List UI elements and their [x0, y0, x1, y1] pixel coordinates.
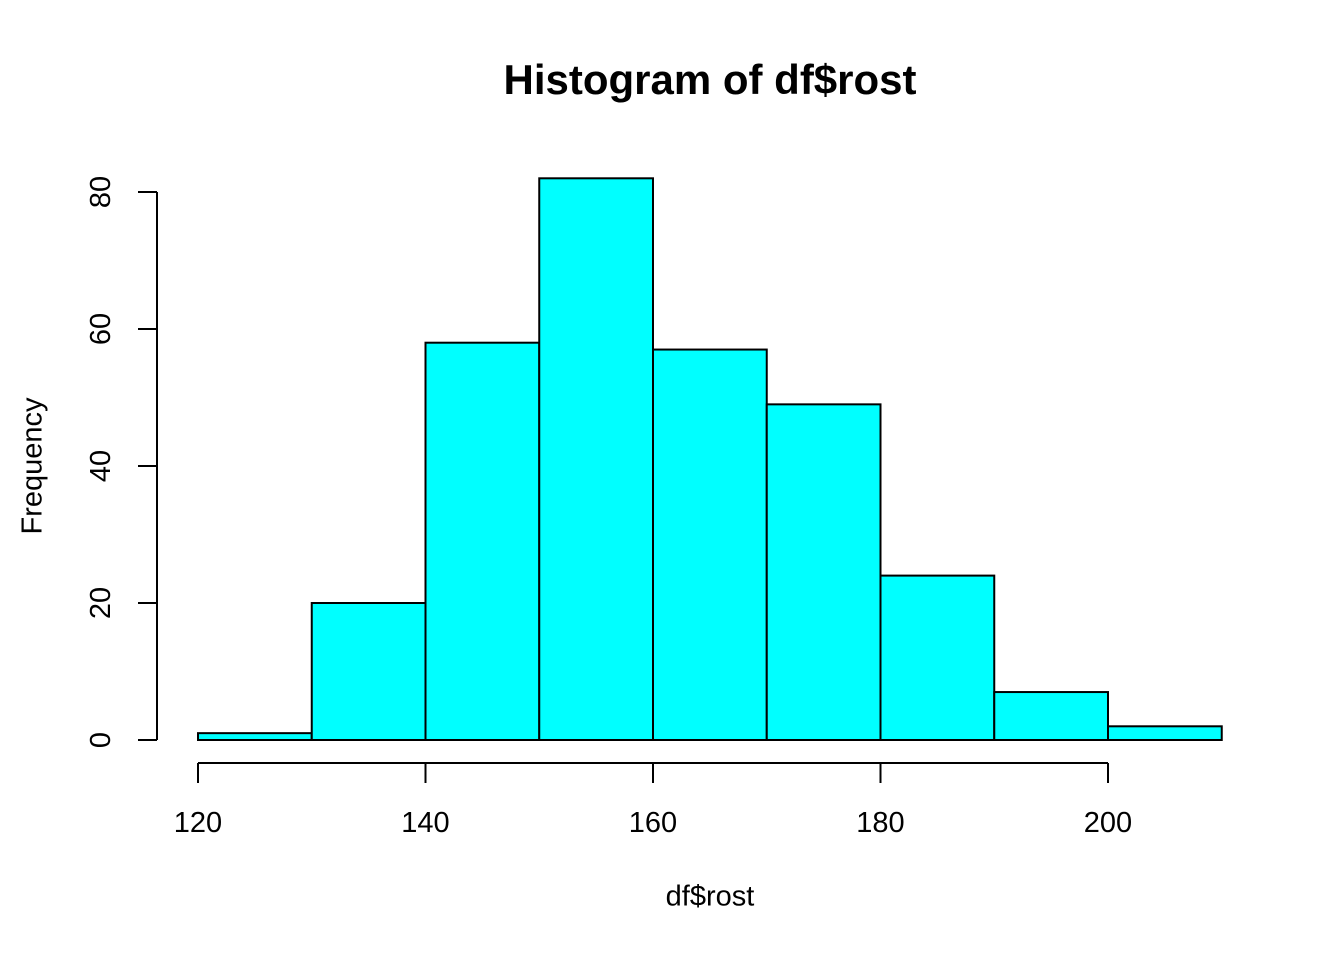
histogram-bar — [310, 602, 427, 741]
x-axis-tick-label: 140 — [401, 807, 449, 839]
histogram-bar — [538, 177, 654, 742]
chart-title: Histogram of df$rost — [503, 56, 917, 103]
histogram-bar — [993, 691, 1109, 741]
x-axis-title: df$rost — [665, 880, 755, 913]
y-axis-tick-label: 0 — [85, 732, 117, 748]
histogram-bar — [652, 348, 768, 741]
histogram-bar — [197, 732, 313, 742]
histogram-bar — [879, 574, 996, 741]
y-axis-tick-label: 20 — [85, 587, 117, 619]
x-axis-tick-label: 120 — [174, 807, 222, 839]
y-axis-tick-label: 60 — [85, 313, 117, 345]
y-axis-tick-label: 80 — [85, 176, 117, 208]
histogram-bar — [424, 341, 541, 741]
x-axis-tick-label: 200 — [1084, 807, 1132, 839]
x-axis-tick-label: 180 — [856, 807, 904, 839]
histogram-bar — [1107, 725, 1223, 741]
histogram-bar — [765, 403, 882, 741]
x-axis-tick-label: 160 — [629, 807, 677, 839]
y-axis-tick-label: 40 — [85, 450, 117, 482]
